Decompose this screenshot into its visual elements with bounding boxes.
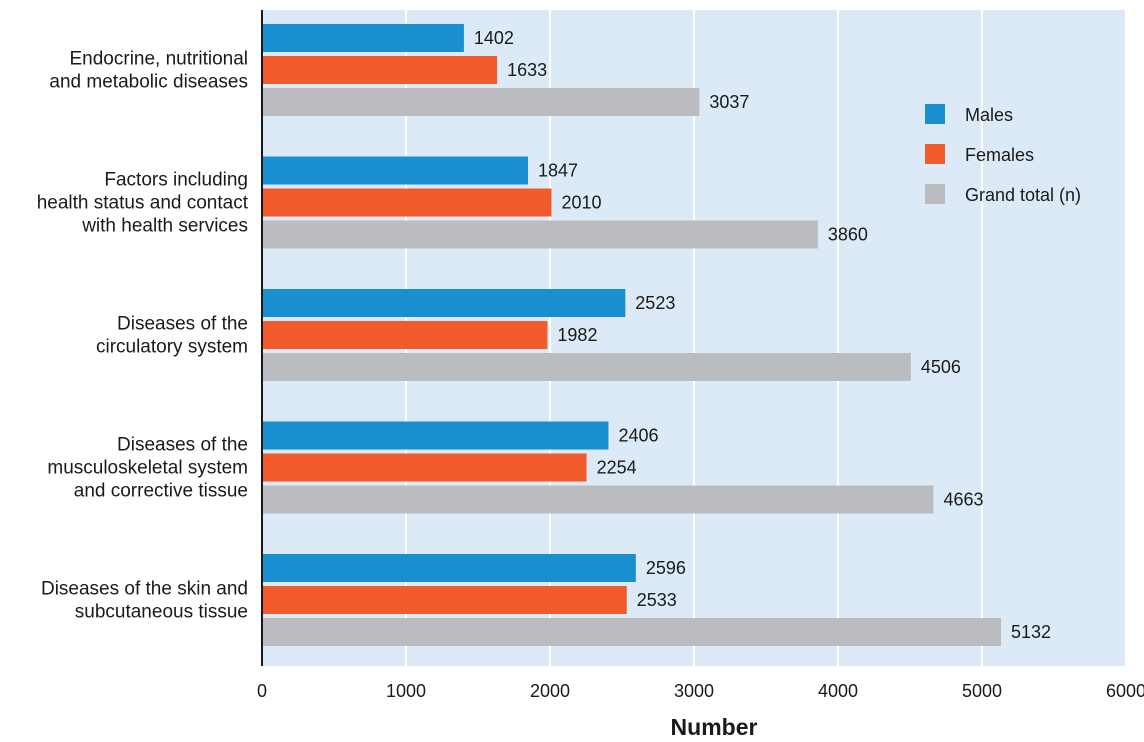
data-label-0-0: 1402: [474, 28, 514, 48]
data-label-1-4: 2533: [637, 590, 677, 610]
category-label-2: Diseases of the circulatory system: [96, 314, 248, 358]
legend: Males Females Grand total (n): [925, 104, 1081, 205]
data-label-2-0: 3037: [709, 92, 749, 112]
data-label-0-3: 2406: [618, 426, 658, 446]
x-tick-1000: 1000: [386, 681, 426, 701]
bar-females-0: [262, 56, 498, 84]
bar-males-3: [262, 421, 609, 450]
x-tick-labels: 0 1000 2000 3000 4000 5000 6000: [257, 681, 1144, 701]
bar-females-4: [262, 586, 627, 614]
legend-label-2: Grand total (n): [965, 185, 1081, 205]
category-labels: Endocrine, nutritional and metabolic dise…: [37, 49, 249, 623]
category-label-3: Diseases of the musculoskeletal system and…: [47, 435, 248, 502]
x-tick-6000: 6000: [1106, 681, 1144, 701]
data-label-2-4: 5132: [1011, 622, 1051, 642]
x-tick-2000: 2000: [530, 681, 570, 701]
data-label-1-1: 2010: [561, 193, 601, 213]
x-tick-5000: 5000: [962, 681, 1002, 701]
data-label-0-4: 2596: [646, 558, 686, 578]
legend-swatch-2: [925, 184, 945, 204]
x-axis-title: Number: [671, 714, 758, 737]
legend-label-0: Males: [965, 105, 1013, 125]
bar-females-3: [262, 453, 587, 482]
legend-swatch-1: [925, 144, 945, 164]
x-tick-0: 0: [257, 681, 267, 701]
x-tick-3000: 3000: [674, 681, 714, 701]
bar-females-2: [262, 321, 548, 349]
legend-label-1: Females: [965, 145, 1034, 165]
data-label-2-2: 4506: [921, 357, 961, 377]
bar-grand-total-n-4: [262, 618, 1002, 646]
category-label-4: Diseases of the skin and subcutaneous tis…: [41, 579, 248, 623]
data-label-1-0: 1633: [507, 60, 547, 80]
category-label-0: Endocrine, nutritional and metabolic dise…: [49, 49, 248, 93]
bar-males-1: [262, 156, 528, 185]
grid-lines: [405, 10, 1127, 666]
bar-grand-total-n-2: [262, 353, 911, 381]
data-label-2-1: 3860: [828, 225, 868, 245]
data-label-1-2: 1982: [557, 325, 597, 345]
x-tick-4000: 4000: [818, 681, 858, 701]
bar-grand-total-n-0: [262, 88, 700, 116]
bar-males-4: [262, 554, 636, 582]
bar-grand-total-n-1: [262, 220, 818, 249]
data-label-2-3: 4663: [943, 490, 983, 510]
data-labels: 1402 1633 3037 1847 2010 3860 2523 1982 4506 2406…: [474, 28, 1051, 642]
data-label-0-2: 2523: [635, 293, 675, 313]
data-label-0-1: 1847: [538, 161, 578, 181]
bar-females-1: [262, 188, 552, 217]
category-label-1: Factors including health status and conta…: [37, 170, 249, 237]
legend-swatch-0: [925, 104, 945, 124]
bar-males-0: [262, 24, 464, 52]
data-label-1-3: 2254: [597, 458, 637, 478]
bar-grand-total-n-3: [262, 485, 934, 514]
bar-males-2: [262, 289, 626, 317]
bars: [262, 24, 1002, 646]
